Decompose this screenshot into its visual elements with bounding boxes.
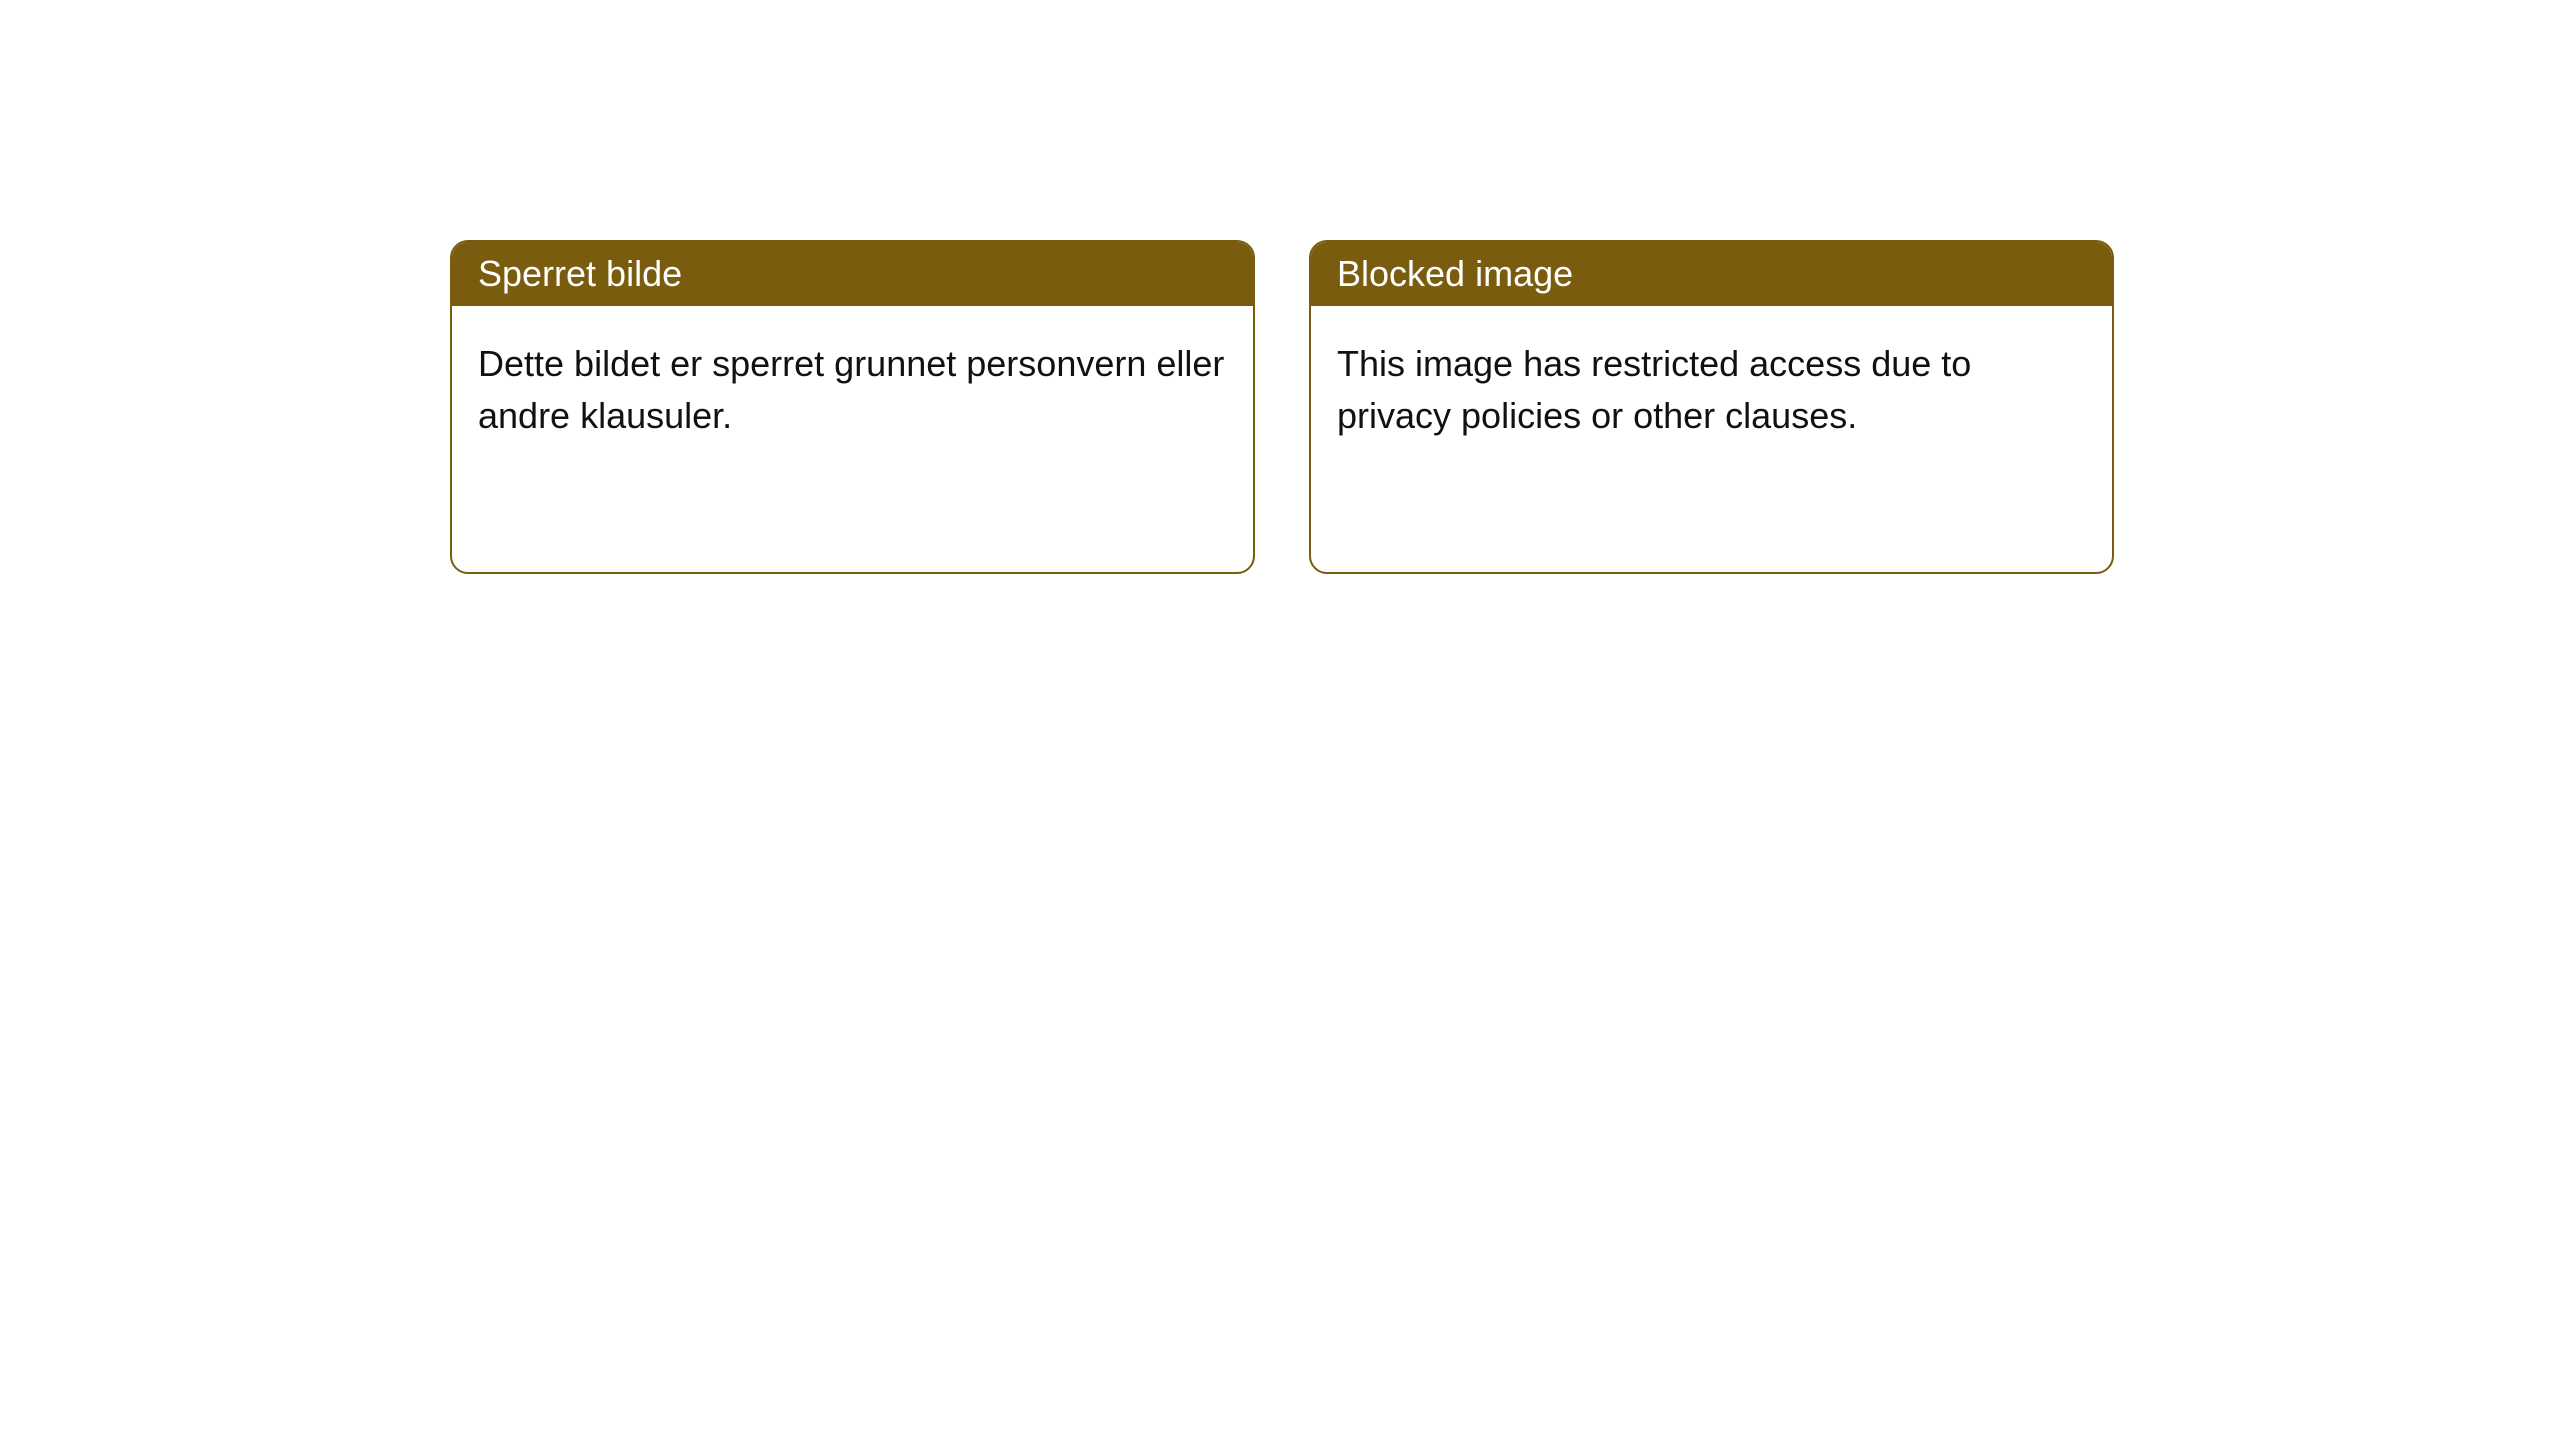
notice-title-english: Blocked image bbox=[1311, 242, 2112, 306]
notice-body-english: This image has restricted access due to … bbox=[1311, 306, 2112, 474]
notice-title-norwegian: Sperret bilde bbox=[452, 242, 1253, 306]
notice-box-english: Blocked image This image has restricted … bbox=[1309, 240, 2114, 574]
notice-box-norwegian: Sperret bilde Dette bildet er sperret gr… bbox=[450, 240, 1255, 574]
notice-container: Sperret bilde Dette bildet er sperret gr… bbox=[0, 0, 2560, 574]
notice-body-norwegian: Dette bildet er sperret grunnet personve… bbox=[452, 306, 1253, 474]
